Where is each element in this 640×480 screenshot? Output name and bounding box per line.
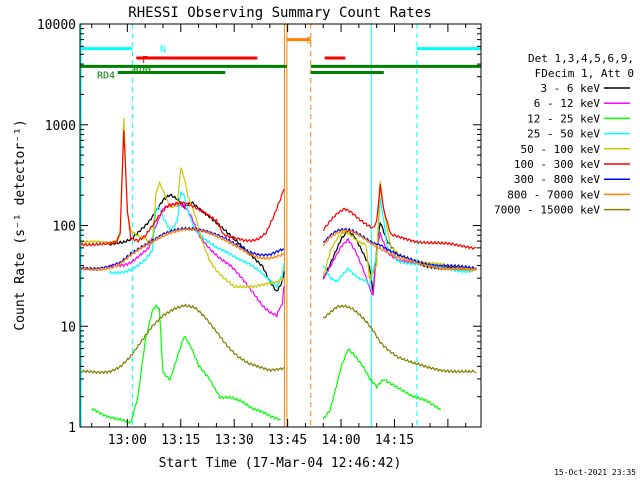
series-line	[322, 229, 477, 272]
legend-label: 3 - 6 keV	[540, 82, 600, 95]
series-line	[322, 304, 477, 374]
legend-label: 6 - 12 keV	[534, 97, 601, 110]
flag-label: S	[306, 36, 312, 47]
x-axis-label: Start Time (17-Mar-04 12:46:42)	[159, 456, 402, 471]
x-tick-label: 13:45	[268, 433, 307, 448]
legend: Det 1,3,4,5,6,9, FDecim 1, Att 0 3 - 6 k…	[494, 52, 634, 217]
flag-label: F	[142, 55, 148, 66]
legend-label: 800 - 7000 keV	[507, 188, 600, 201]
y-axis-label: Count Rate (s⁻¹ detector⁻¹)	[13, 119, 28, 330]
series-line	[80, 227, 285, 272]
series-line	[91, 304, 281, 424]
legend-header-line2: FDecim 1, Att 0	[535, 67, 634, 80]
legend-label: 50 - 100 keV	[521, 143, 601, 156]
series-line	[80, 130, 285, 247]
y-tick-label: 100	[53, 220, 76, 235]
series-line	[322, 227, 477, 270]
timestamp: 15-Oct-2021 23:35	[554, 468, 636, 477]
legend-label: 25 - 50 keV	[527, 128, 600, 141]
series-line	[80, 226, 285, 271]
flag-label: RD0	[133, 64, 151, 75]
legend-label: 300 - 800 keV	[514, 173, 600, 186]
flag-label: N	[160, 45, 166, 56]
legend-label: 12 - 25 keV	[527, 112, 600, 125]
series-line	[109, 193, 285, 292]
series-line	[322, 184, 477, 251]
y-axis: 1 10 100 1000 10000	[37, 18, 481, 436]
series-line	[322, 348, 442, 419]
y-tick-label: 10000	[37, 18, 76, 33]
y-tick-label: 1000	[45, 119, 76, 134]
series-800-7000-kev	[80, 227, 477, 272]
legend-label: 100 - 300 keV	[514, 158, 600, 171]
series-7000-15000-kev	[80, 303, 477, 375]
series-100-300-kev	[80, 130, 477, 251]
series-line	[80, 303, 285, 375]
x-tick-label: 14:15	[375, 433, 414, 448]
legend-header-line1: Det 1,3,4,5,6,9,	[528, 52, 634, 65]
x-tick-label: 13:30	[215, 433, 254, 448]
x-tick-label: 14:00	[321, 433, 360, 448]
x-axis: 13:00 13:15 13:30 13:45 14:00 14:15	[91, 24, 467, 448]
x-tick-label: 13:00	[108, 433, 147, 448]
y-tick-label: 10	[60, 320, 76, 335]
legend-label: 7000 - 15000 keV	[494, 204, 600, 217]
series-300-800-kev	[80, 226, 477, 271]
x-tick-label: 13:15	[161, 433, 200, 448]
series-12-25-kev	[91, 304, 442, 424]
flag-label: RD4	[97, 71, 115, 82]
y-tick-label: 1	[68, 421, 76, 436]
series-line	[109, 190, 285, 289]
chart-title: RHESSI Observing Summary Count Rates	[128, 5, 431, 21]
